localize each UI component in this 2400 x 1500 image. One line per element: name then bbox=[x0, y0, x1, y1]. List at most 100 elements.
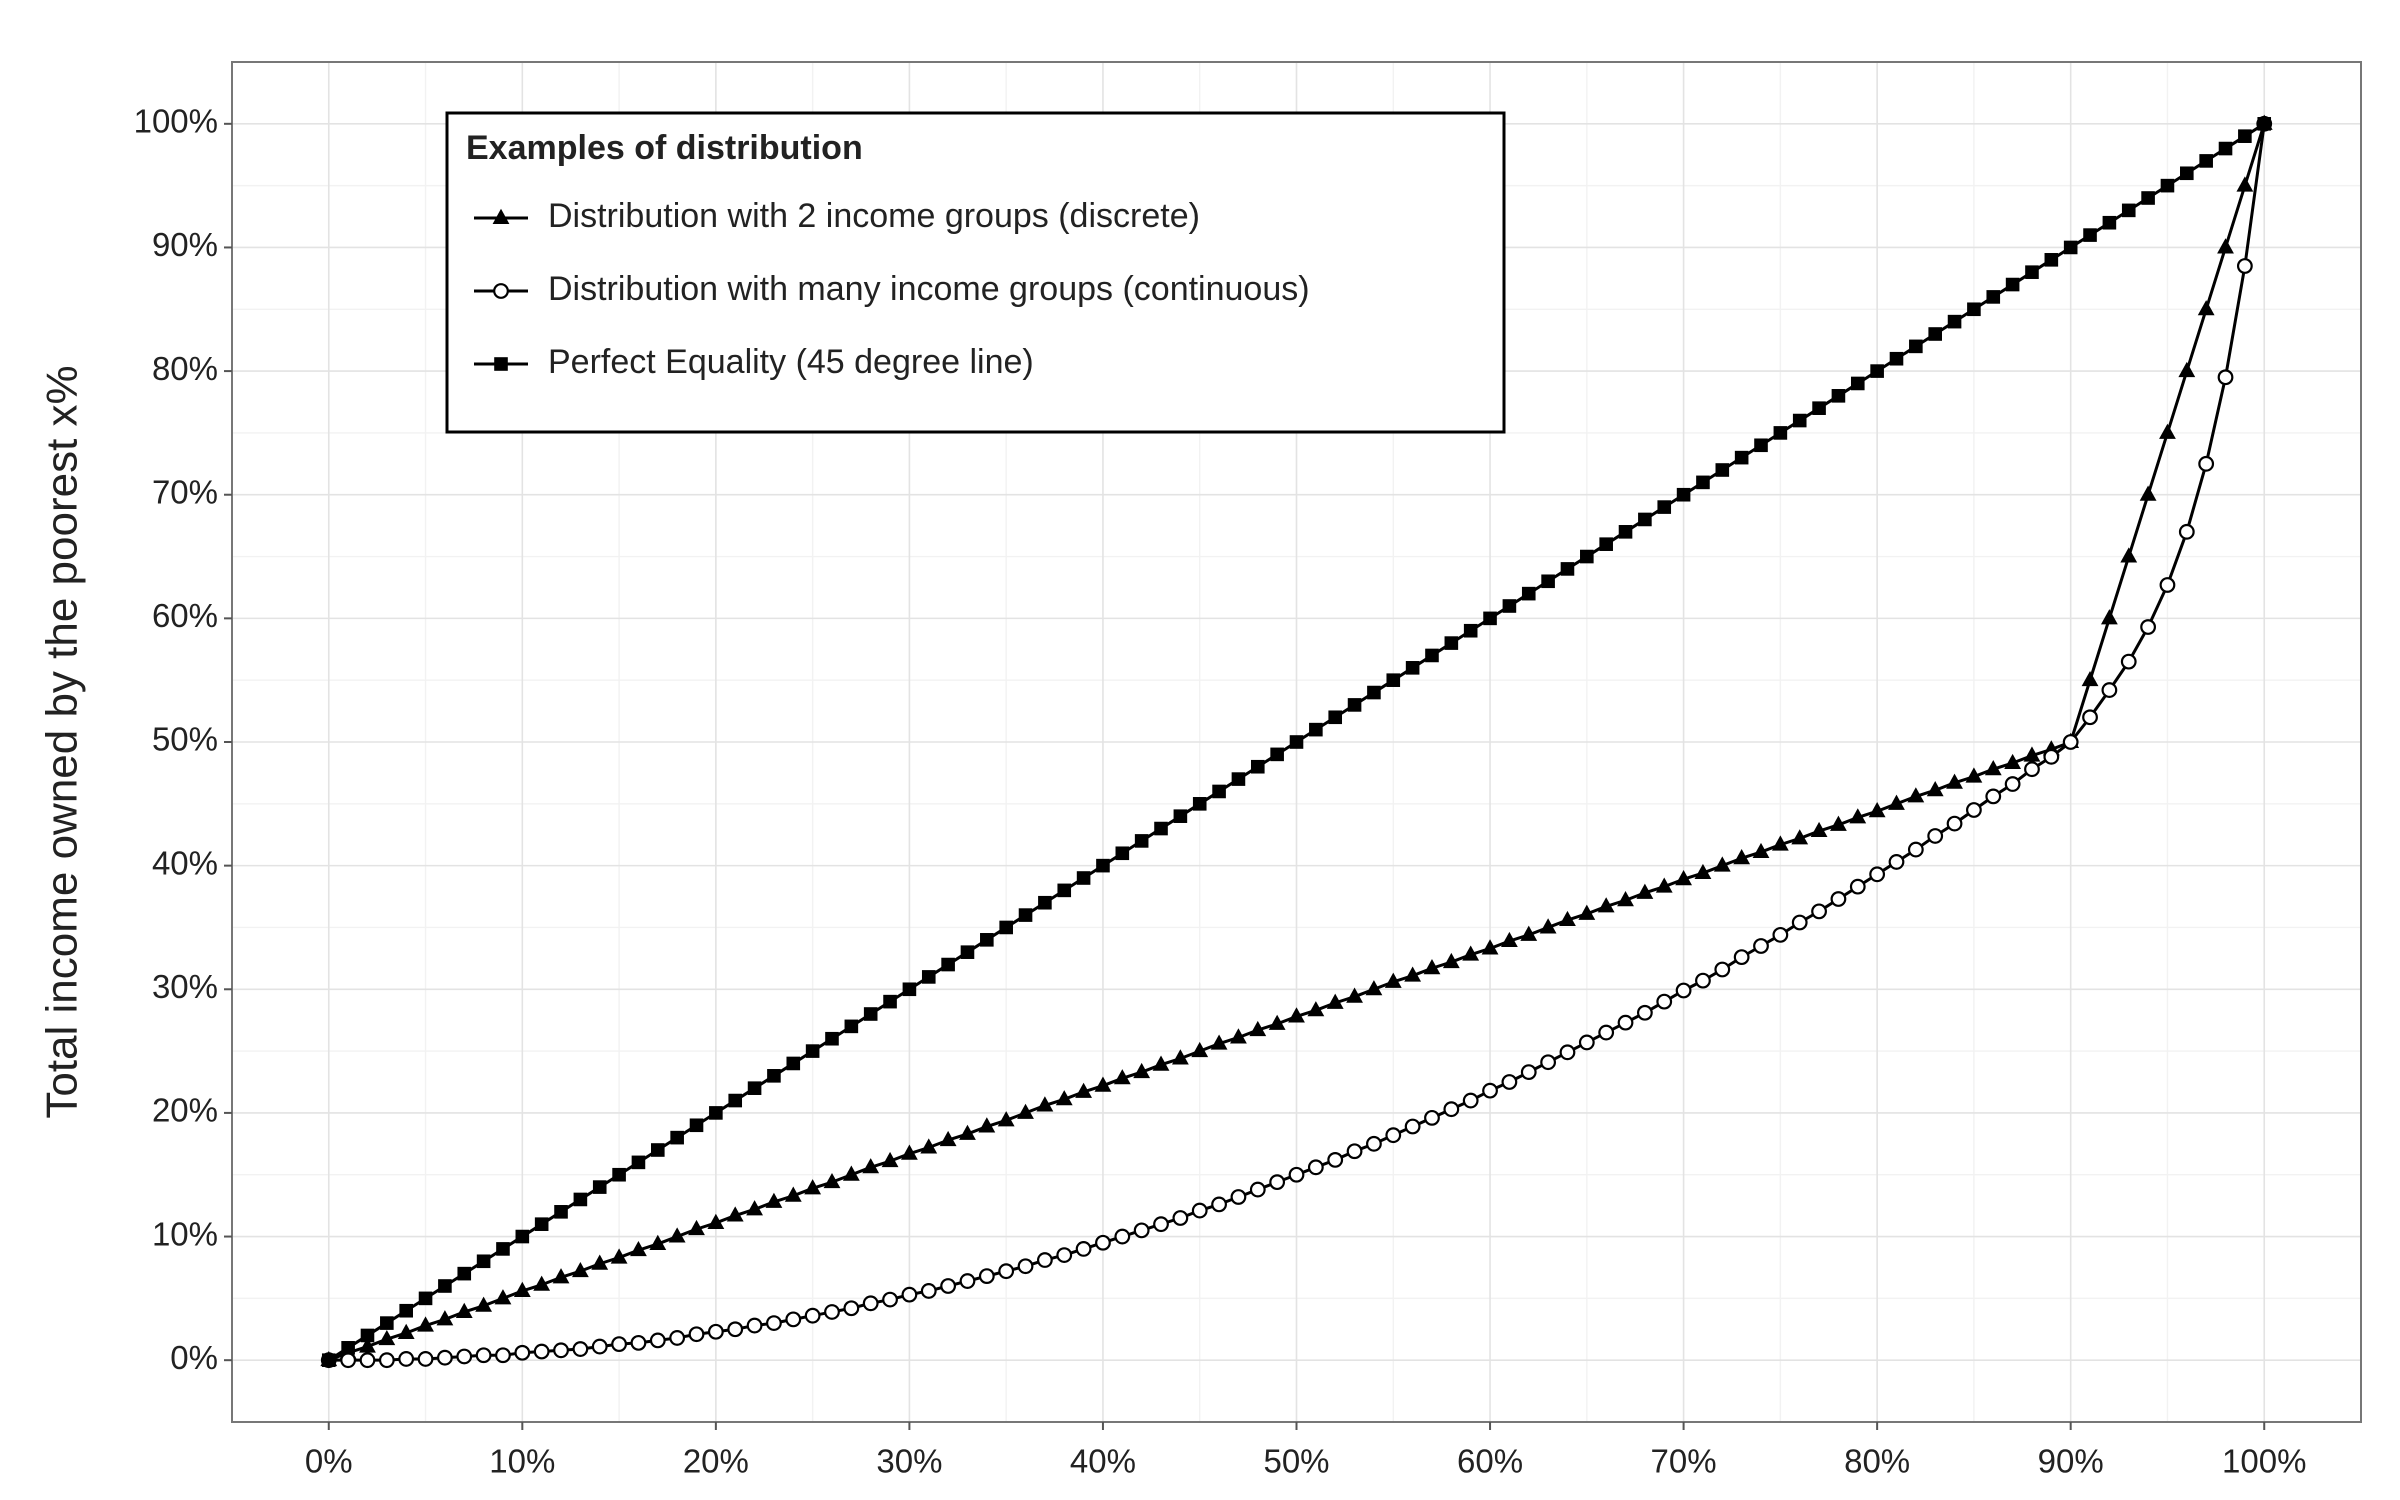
marker bbox=[2102, 215, 2117, 230]
marker bbox=[844, 1019, 859, 1034]
marker bbox=[1946, 773, 1963, 789]
legend-label: Perfect Equality (45 degree line) bbox=[548, 343, 1034, 381]
marker bbox=[1212, 784, 1226, 799]
marker bbox=[1559, 910, 1576, 927]
marker bbox=[2197, 300, 2215, 316]
marker bbox=[1365, 980, 1383, 996]
marker bbox=[1307, 1159, 1324, 1176]
marker bbox=[1599, 537, 1613, 551]
marker bbox=[2139, 485, 2157, 501]
marker bbox=[534, 1217, 549, 1231]
legend-box bbox=[445, 111, 1506, 434]
marker bbox=[341, 1341, 355, 1355]
marker bbox=[1249, 1181, 1266, 1198]
marker bbox=[1617, 1014, 1634, 1031]
y-tick-label: 100% bbox=[134, 103, 218, 140]
marker bbox=[804, 1307, 821, 1324]
marker bbox=[1909, 339, 1923, 354]
marker bbox=[804, 1179, 822, 1195]
marker bbox=[553, 1342, 569, 1359]
marker bbox=[766, 1315, 782, 1331]
marker bbox=[1928, 327, 1942, 341]
marker bbox=[651, 1143, 665, 1157]
marker bbox=[1655, 877, 1673, 893]
marker bbox=[1773, 426, 1788, 440]
marker bbox=[493, 283, 509, 299]
marker bbox=[1309, 722, 1323, 737]
marker bbox=[1404, 1118, 1421, 1135]
marker bbox=[727, 1321, 744, 1338]
marker bbox=[921, 970, 936, 984]
marker bbox=[1618, 525, 1633, 539]
marker bbox=[1675, 870, 1692, 886]
marker bbox=[1076, 871, 1091, 885]
marker bbox=[1134, 834, 1149, 848]
marker bbox=[1154, 821, 1168, 836]
marker bbox=[630, 1240, 647, 1257]
marker bbox=[1868, 802, 1886, 818]
x-tick-label: 10% bbox=[489, 1443, 555, 1480]
marker bbox=[1036, 1096, 1054, 1112]
marker bbox=[1927, 828, 1944, 844]
marker bbox=[1269, 1174, 1286, 1191]
x-tick-label: 70% bbox=[1651, 1443, 1717, 1480]
marker bbox=[842, 1165, 860, 1181]
marker bbox=[2178, 361, 2196, 378]
marker bbox=[1210, 1034, 1228, 1050]
marker bbox=[494, 357, 508, 371]
marker bbox=[978, 1117, 996, 1133]
marker bbox=[1230, 1189, 1247, 1205]
marker bbox=[591, 1254, 609, 1270]
x-tick-label: 20% bbox=[683, 1443, 749, 1480]
marker bbox=[959, 1273, 976, 1289]
marker bbox=[805, 1044, 820, 1058]
marker bbox=[2217, 369, 2234, 386]
marker bbox=[2024, 761, 2040, 778]
marker bbox=[1036, 1252, 1053, 1268]
marker bbox=[883, 994, 897, 1009]
x-tick-label: 80% bbox=[1844, 1443, 1910, 1480]
marker bbox=[1289, 735, 1304, 749]
marker bbox=[1482, 1082, 1498, 1099]
marker bbox=[825, 1031, 839, 1046]
marker bbox=[1502, 599, 1517, 613]
marker bbox=[2004, 753, 2022, 770]
marker bbox=[1520, 925, 1538, 941]
marker bbox=[2063, 240, 2078, 255]
marker bbox=[552, 1268, 570, 1284]
marker bbox=[1752, 842, 1770, 859]
marker bbox=[1270, 747, 1284, 762]
marker bbox=[1695, 972, 1711, 989]
marker bbox=[515, 1229, 530, 1244]
y-tick-label: 40% bbox=[152, 844, 218, 881]
marker bbox=[1578, 904, 1596, 920]
marker bbox=[669, 1330, 686, 1346]
marker bbox=[592, 1180, 607, 1194]
marker bbox=[2236, 258, 2253, 274]
marker bbox=[2238, 129, 2252, 143]
marker bbox=[399, 1303, 413, 1318]
marker bbox=[785, 1311, 802, 1328]
marker bbox=[2120, 653, 2137, 670]
legend-label: Distribution with 2 income groups (discr… bbox=[548, 197, 1200, 235]
marker bbox=[1696, 475, 1710, 490]
marker bbox=[1831, 389, 1846, 403]
marker bbox=[1171, 1049, 1189, 1065]
marker bbox=[437, 1349, 453, 1366]
marker bbox=[1986, 290, 2001, 304]
legend: Examples of distribution Distribution wit… bbox=[445, 111, 1506, 434]
marker bbox=[2043, 748, 2060, 765]
marker bbox=[1386, 673, 1401, 687]
y-tick-label: 30% bbox=[152, 968, 218, 1005]
marker bbox=[862, 1295, 879, 1312]
marker bbox=[1907, 787, 1925, 803]
marker bbox=[417, 1316, 434, 1332]
marker bbox=[1889, 351, 1904, 366]
marker bbox=[2140, 619, 2157, 635]
marker bbox=[1483, 611, 1497, 626]
marker bbox=[1463, 623, 1478, 638]
marker bbox=[1656, 993, 1673, 1010]
marker bbox=[533, 1343, 550, 1360]
marker bbox=[1926, 781, 1944, 797]
marker bbox=[707, 1213, 725, 1229]
